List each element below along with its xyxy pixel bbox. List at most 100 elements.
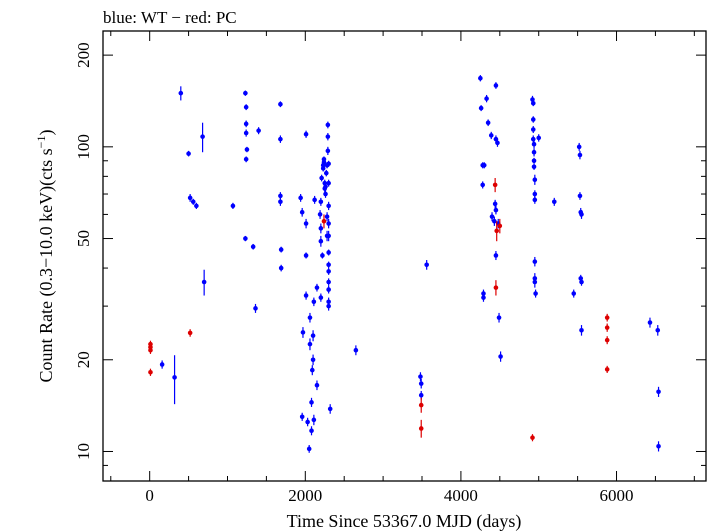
- data-point: [325, 122, 331, 128]
- plot-frame: [102, 30, 707, 482]
- data-point: [492, 218, 497, 224]
- data-point: [311, 299, 317, 305]
- data-point: [530, 117, 536, 122]
- data-point: [201, 279, 207, 285]
- data-point: [298, 195, 303, 201]
- data-point: [309, 367, 315, 373]
- data-points: [148, 75, 661, 453]
- data-point: [186, 151, 191, 156]
- data-point: [579, 212, 584, 217]
- data-point: [172, 375, 177, 380]
- data-point: [531, 164, 537, 170]
- data-point: [310, 333, 316, 338]
- data-point: [306, 446, 312, 452]
- y-tick-label: 10: [74, 443, 93, 460]
- data-point: [577, 193, 583, 199]
- data-point: [312, 197, 317, 203]
- data-point: [243, 90, 248, 96]
- data-point: [647, 320, 653, 325]
- data-point: [299, 414, 305, 420]
- data-point: [278, 265, 284, 271]
- data-point: [318, 295, 324, 300]
- data-point: [303, 131, 309, 137]
- data-point: [200, 134, 205, 139]
- data-point: [326, 287, 331, 292]
- data-point: [178, 90, 184, 96]
- data-point: [579, 279, 584, 285]
- data-point: [325, 134, 331, 139]
- data-point: [531, 149, 537, 155]
- y-axis-label: Count Rate (0.3−10.0 keV)(cts s−1): [34, 130, 57, 383]
- data-point: [256, 128, 261, 133]
- data-point: [531, 158, 537, 164]
- data-point: [148, 369, 153, 375]
- data-point: [321, 218, 327, 224]
- data-point: [494, 228, 500, 234]
- data-point: [353, 347, 359, 353]
- data-point: [496, 315, 502, 320]
- data-point: [314, 285, 320, 290]
- data-point: [303, 253, 309, 258]
- data-point: [418, 402, 424, 408]
- data-point: [299, 209, 305, 215]
- data-point: [493, 83, 499, 88]
- data-point: [536, 135, 542, 141]
- data-point: [307, 341, 313, 347]
- data-point: [577, 152, 583, 158]
- data-point: [531, 141, 537, 147]
- data-point: [532, 191, 538, 197]
- data-point: [319, 175, 324, 181]
- data-point: [278, 199, 283, 205]
- data-point: [604, 337, 610, 343]
- data-point: [326, 161, 331, 167]
- data-point: [250, 244, 256, 250]
- x-tick-label: 6000: [600, 486, 634, 505]
- x-tick-label: 2000: [288, 486, 322, 505]
- data-point: [481, 162, 487, 168]
- data-point: [243, 104, 249, 110]
- data-point: [278, 247, 284, 252]
- data-point: [532, 259, 538, 264]
- data-point: [478, 75, 483, 81]
- data-point: [303, 221, 309, 226]
- y-axis-label-tail: ): [36, 130, 57, 136]
- series-pc: [148, 178, 610, 442]
- data-point: [194, 203, 199, 209]
- y-tick-label: 200: [74, 42, 93, 68]
- data-point: [579, 327, 584, 333]
- data-point: [326, 250, 331, 255]
- y-tick-label: 100: [74, 134, 93, 160]
- data-point: [326, 221, 331, 226]
- data-point: [604, 315, 610, 320]
- data-point: [495, 140, 500, 146]
- y-tick-label: 20: [74, 351, 93, 368]
- data-point: [418, 381, 424, 386]
- data-point: [493, 285, 499, 290]
- data-point: [253, 306, 258, 311]
- data-point: [187, 195, 193, 201]
- data-point: [493, 253, 499, 258]
- data-point: [530, 435, 535, 440]
- data-point: [532, 279, 538, 285]
- data-point: [324, 214, 330, 219]
- data-point: [418, 426, 424, 431]
- data-point: [326, 303, 331, 309]
- data-point: [323, 191, 328, 197]
- data-point: [418, 392, 424, 398]
- data-point: [318, 238, 324, 244]
- data-point: [148, 347, 153, 353]
- data-point: [655, 327, 661, 333]
- data-point: [243, 130, 249, 136]
- x-tick-label: 0: [145, 486, 154, 505]
- data-point: [485, 120, 491, 126]
- data-point: [498, 354, 503, 359]
- data-point: [481, 295, 486, 300]
- chart-title: blue: WT − red: PC: [103, 8, 237, 27]
- data-point: [656, 389, 661, 395]
- data-point: [314, 382, 320, 388]
- data-point: [278, 136, 283, 142]
- data-point: [497, 223, 503, 229]
- y-tick-label: 50: [74, 230, 93, 247]
- data-point: [230, 203, 236, 209]
